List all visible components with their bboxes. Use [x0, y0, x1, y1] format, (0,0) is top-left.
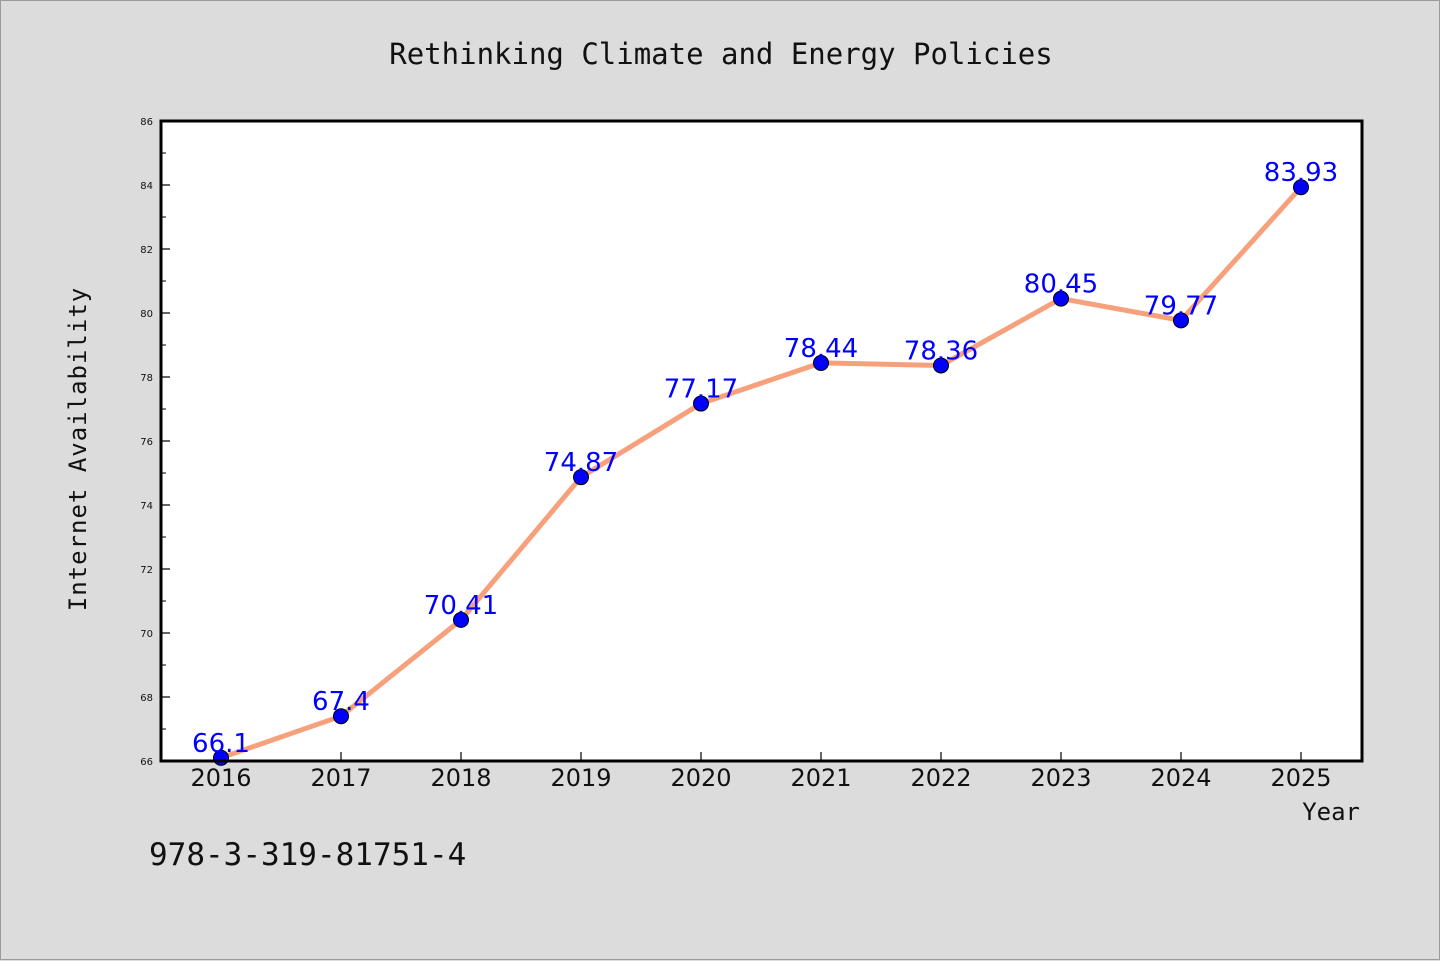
x-axis-label: Year — [1302, 798, 1360, 826]
data-point — [1173, 312, 1189, 329]
x-tick-label: 2019 — [550, 764, 611, 792]
axis-ticks: 66 68 70 72 74 76 78 80 82 84 86 2016 2017 2018 2019 20… — [140, 117, 1331, 792]
series-line — [218, 184, 1304, 761]
y-tick-label: 74 — [140, 501, 153, 512]
y-tick-label: 68 — [140, 693, 153, 704]
y-tick-label: 66 — [140, 757, 153, 768]
data-value-label: 78.44 — [784, 334, 858, 364]
y-tick-label: 86 — [140, 117, 153, 128]
isbn-annotation: 978-3-319-81751-4 — [149, 837, 466, 873]
series-layer — [213, 179, 1309, 766]
data-value-label: 77.17 — [664, 375, 738, 405]
data-value-label: 74.87 — [544, 448, 618, 478]
data-point — [933, 357, 949, 374]
plot-area — [161, 121, 1362, 761]
data-labels: 66.1 67.4 70.41 74.87 77.17 78.44 78.36 80.45 79… — [192, 158, 1338, 759]
data-value-label: 66.1 — [192, 729, 250, 759]
x-tick-label: 2025 — [1270, 764, 1331, 792]
y-tick-label: 80 — [140, 309, 153, 320]
data-value-label: 80.45 — [1024, 270, 1098, 300]
data-value-label: 78.36 — [904, 336, 978, 366]
data-value-label: 79.77 — [1144, 291, 1218, 321]
y-tick-label: 78 — [140, 373, 153, 384]
x-tick-label: 2022 — [910, 764, 971, 792]
data-value-label: 67.4 — [312, 687, 370, 717]
chart-title: Rethinking Climate and Energy Policies — [389, 37, 1052, 71]
x-tick-label: 2017 — [310, 764, 371, 792]
data-value-label: 83.93 — [1264, 158, 1338, 188]
y-tick-label: 72 — [140, 565, 153, 576]
data-point — [453, 611, 469, 628]
x-tick-label: 2021 — [790, 764, 851, 792]
y-tick-label: 70 — [140, 629, 153, 640]
x-tick-label: 2016 — [190, 764, 251, 792]
data-point — [693, 395, 709, 412]
data-point — [1293, 179, 1309, 196]
data-point — [333, 708, 349, 725]
x-tick-label: 2023 — [1030, 764, 1091, 792]
y-tick-label: 76 — [140, 437, 153, 448]
data-point — [813, 354, 829, 371]
x-tick-label: 2024 — [1150, 764, 1211, 792]
x-tick-label: 2020 — [670, 764, 731, 792]
y-tick-label: 82 — [140, 245, 153, 256]
data-point — [573, 469, 589, 486]
y-tick-label: 84 — [140, 181, 153, 192]
data-value-label: 70.41 — [424, 591, 498, 621]
data-point — [1053, 290, 1069, 307]
y-axis-label: Internet Availability — [64, 287, 92, 611]
plot-frame — [159, 119, 1364, 763]
x-tick-label: 2018 — [430, 764, 491, 792]
